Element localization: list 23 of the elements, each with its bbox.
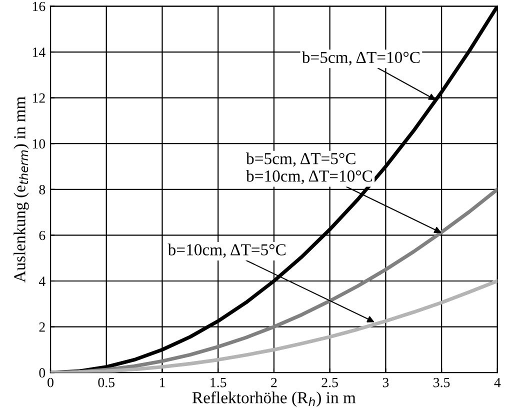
y-tick-label: 2 — [39, 322, 45, 332]
y-tick-label: 4 — [38, 276, 46, 286]
x-axis-title: Reflektorhöhe (R$_{h}$) in m — [192, 391, 356, 407]
x-tick-label: 4 — [494, 378, 501, 388]
x-tick-label: 3 — [382, 378, 389, 388]
y-tick-label: 10 — [32, 139, 46, 149]
annotation: b=10cm, ΔT=5°C — [168, 244, 286, 258]
annotation: b=5cm, ΔT=10°C — [302, 51, 420, 66]
x-tick-label: 1 — [160, 378, 165, 388]
y-tick-label: 14 — [32, 48, 46, 57]
x-tick-label: 3.5 — [434, 378, 450, 388]
y-axis-title: Auslenkung (e$_{therm}$) in mm — [14, 96, 29, 282]
y-tick-label: 8 — [39, 184, 46, 194]
x-tick-label: 0 — [48, 378, 54, 388]
annotation: b=5cm, ΔT=5°C b=10cm, ΔT=10°C — [246, 152, 372, 184]
x-tick-label: 0.5 — [98, 378, 115, 388]
y-tick-label: 16 — [32, 2, 46, 12]
x-tick-label: 2.5 — [322, 378, 338, 388]
x-tick-label: 1.5 — [210, 378, 226, 388]
y-tick-label: 0 — [39, 368, 46, 378]
y-tick-label: 12 — [32, 93, 45, 103]
y-tick-label: 6 — [39, 230, 46, 240]
x-tick-label: 2 — [271, 378, 277, 388]
